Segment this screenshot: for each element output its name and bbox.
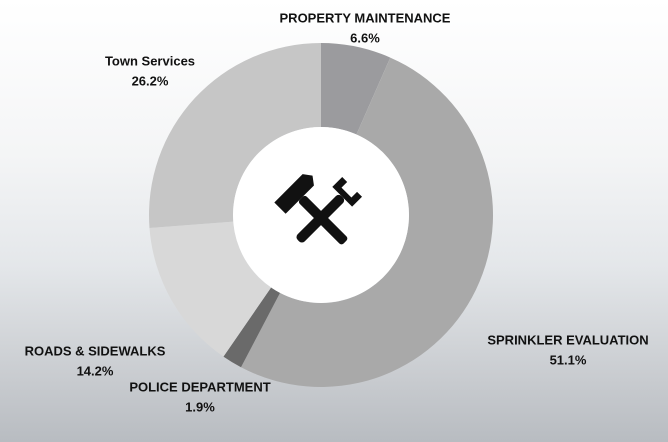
slice-label: SPRINKLER EVALUATION (487, 332, 648, 347)
slice-value-label: 6.6% (350, 30, 380, 45)
donut-slice (149, 221, 272, 357)
donut-slice (240, 57, 494, 387)
slice-label: Town Services (105, 53, 195, 68)
donut (148, 43, 494, 387)
slice-value-label: 14.2% (77, 363, 114, 378)
tools-icon (274, 174, 363, 245)
slice-label: ROADS & SIDEWALKS (25, 343, 166, 358)
slice-value-label: 26.2% (132, 73, 169, 88)
slice-label: PROPERTY MAINTENANCE (280, 10, 451, 25)
donut-slice (148, 43, 321, 228)
slice-label: POLICE DEPARTMENT (129, 379, 270, 394)
donut-slice (223, 287, 281, 368)
donut-slice (321, 43, 391, 135)
slice-value-label: 51.1% (550, 352, 587, 367)
slice-value-label: 1.9% (185, 399, 215, 414)
labels: PROPERTY MAINTENANCE 6.6% SPRINKLER EVALUA… (25, 10, 649, 414)
